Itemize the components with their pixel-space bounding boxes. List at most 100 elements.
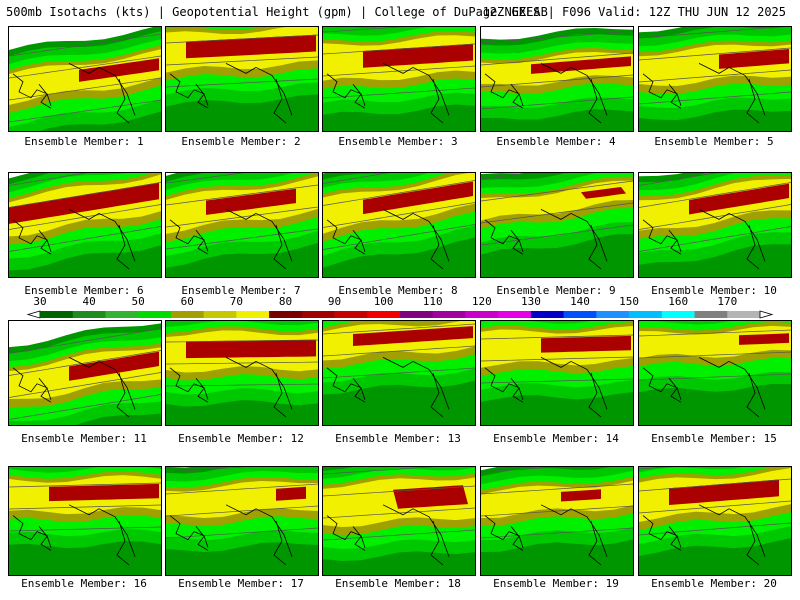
height-contour <box>323 345 475 357</box>
height-contour <box>166 228 318 250</box>
colorbar-swatch <box>432 311 466 318</box>
isotach-map <box>481 467 633 575</box>
member-caption-9: Ensemble Member: 9 <box>496 284 616 297</box>
height-contour <box>166 505 318 517</box>
member-panel-8 <box>322 172 476 278</box>
height-contour <box>481 52 633 66</box>
colorbar-tick-label: 90 <box>327 295 342 308</box>
height-contour <box>639 226 791 252</box>
coastline-outline <box>169 357 293 418</box>
member-caption-18: Ensemble Member: 18 <box>335 577 461 590</box>
colorbar-swatch <box>367 311 401 318</box>
colorbar-swatch <box>301 311 335 318</box>
height-contour <box>639 522 791 536</box>
member-panel-18 <box>322 466 476 576</box>
isotach-map <box>323 321 475 425</box>
height-contour <box>9 394 161 420</box>
isotach-band-80kt <box>49 483 159 502</box>
colorbar-swatch <box>498 311 532 318</box>
height-contour <box>481 173 530 180</box>
height-contour <box>639 478 791 492</box>
isotach-band-80kt <box>581 187 626 199</box>
member-caption-1: Ensemble Member: 1 <box>24 135 144 148</box>
isotach-map <box>481 28 633 131</box>
member-panel-12 <box>165 320 319 426</box>
colorbar-swatch <box>629 311 663 318</box>
member-caption-8: Ensemble Member: 8 <box>338 284 458 297</box>
height-contour <box>481 30 633 44</box>
member-panel-11 <box>8 320 162 426</box>
height-contour <box>639 329 791 337</box>
colorbar-tick-label: 70 <box>229 295 243 308</box>
colorbar-tick-label: 140 <box>570 295 590 308</box>
height-contour <box>9 55 161 79</box>
height-contour <box>166 527 318 539</box>
member-panel-14 <box>480 320 634 426</box>
coastline-outline <box>12 357 136 418</box>
colorbar-tick-label: 100 <box>373 295 394 308</box>
isotach-map <box>481 173 633 277</box>
coastline-outline <box>12 504 136 566</box>
isotach-map <box>323 173 475 277</box>
coastline-outline <box>169 209 293 270</box>
coastline-outline <box>642 504 766 566</box>
member-caption-4: Ensemble Member: 4 <box>496 135 616 148</box>
height-contour <box>323 467 435 475</box>
isotach-band-80kt <box>531 56 631 74</box>
member-panel-5 <box>638 26 792 132</box>
member-caption-20: Ensemble Member: 20 <box>651 577 777 590</box>
isotach-map <box>481 321 633 425</box>
height-contour <box>166 34 318 44</box>
header: 500mb Isotachs (kts) | Geopotential Heig… <box>4 2 796 22</box>
isotach-map <box>639 173 791 277</box>
member-panel-9 <box>480 172 634 278</box>
height-contour <box>323 367 475 379</box>
colorbar-tick-label: 120 <box>471 295 492 308</box>
height-contour <box>481 378 633 384</box>
height-contour <box>166 173 245 184</box>
height-contour <box>166 184 318 206</box>
isotach-map <box>166 173 318 277</box>
isotach-map <box>9 173 161 277</box>
isotach-band-80kt <box>9 182 159 224</box>
height-contour <box>9 482 161 488</box>
height-contour <box>481 74 633 88</box>
height-contour <box>9 350 161 376</box>
height-contour <box>323 27 405 33</box>
coastline-outline <box>484 504 608 566</box>
height-contour <box>166 78 318 88</box>
height-contour <box>323 485 475 497</box>
isotach-map <box>9 467 161 575</box>
coastline-outline <box>12 63 136 124</box>
height-contour <box>166 339 318 343</box>
member-panel-3 <box>322 26 476 132</box>
member-panel-6 <box>8 172 162 278</box>
colorbar-swatch <box>170 311 204 318</box>
colorbar-swatch <box>596 311 630 318</box>
isotach-band-80kt <box>541 335 631 353</box>
height-contour <box>639 27 783 39</box>
isotach-map <box>323 467 475 575</box>
member-panel-16 <box>8 466 162 576</box>
isotach-map <box>9 323 161 425</box>
height-contour <box>639 69 791 83</box>
isotach-map <box>166 27 318 131</box>
height-contour <box>323 180 475 206</box>
height-contour <box>9 182 161 208</box>
member-panel-13 <box>322 320 476 426</box>
height-contour <box>323 323 475 335</box>
isotach-band-80kt <box>276 486 306 501</box>
member-caption-7: Ensemble Member: 7 <box>181 284 301 297</box>
isotach-band-80kt <box>363 181 473 215</box>
coastline-outline <box>326 504 450 566</box>
member-panel-10 <box>638 172 792 278</box>
member-panel-17 <box>165 466 319 576</box>
height-contour <box>166 483 318 495</box>
product-title: 500mb Isotachs (kts) | Geopotential Heig… <box>6 5 548 19</box>
height-contour <box>323 173 389 184</box>
coastline-outline <box>326 357 450 418</box>
colorbar-tick-label: 110 <box>422 295 443 308</box>
height-contour <box>9 99 161 123</box>
isotach-map <box>9 27 161 131</box>
colorbar-swatch <box>400 311 434 318</box>
